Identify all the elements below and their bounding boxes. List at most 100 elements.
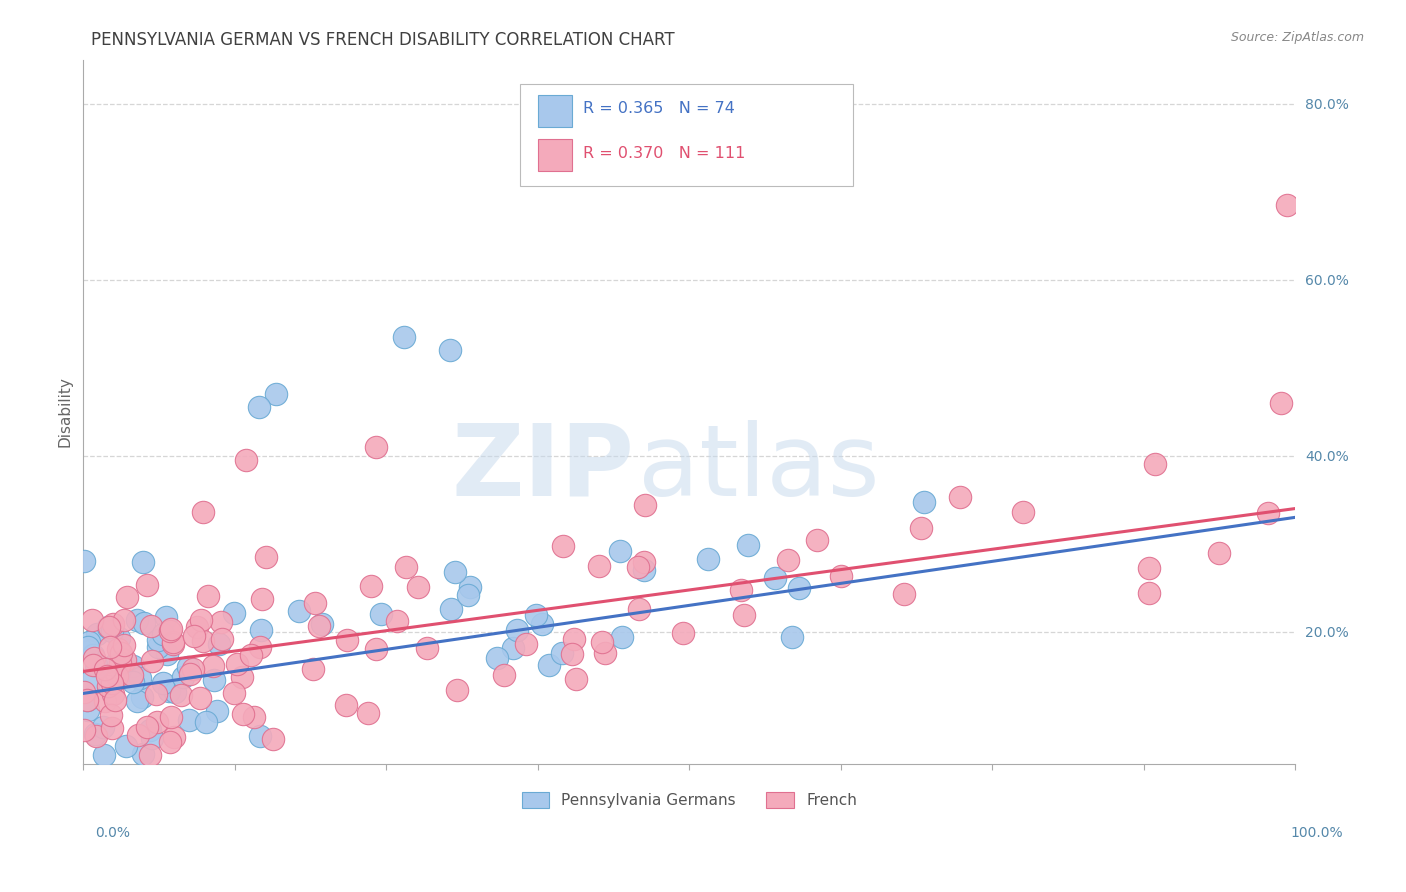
Point	[77, 674, 100, 689]
Legend: Pennsylvania Germans, French: Pennsylvania Germans, French	[513, 785, 865, 816]
Point	[197, 589, 219, 603]
Point	[104, 656, 127, 670]
Point	[562, 632, 585, 646]
Point	[157, 684, 180, 698]
Point	[132, 616, 155, 631]
Point	[457, 588, 479, 602]
Point	[561, 648, 583, 662]
Point	[672, 626, 695, 640]
Point	[763, 571, 786, 585]
Point	[145, 715, 167, 730]
Point	[440, 602, 463, 616]
Point	[634, 498, 657, 512]
Point	[406, 580, 429, 594]
Point	[98, 640, 121, 655]
Point	[776, 553, 799, 567]
Point	[912, 494, 935, 508]
Y-axis label: Disability: Disability	[58, 376, 72, 447]
Point	[610, 630, 633, 644]
Point	[183, 629, 205, 643]
Point	[177, 713, 200, 727]
Point	[730, 582, 752, 597]
Point	[127, 613, 149, 627]
Point	[176, 660, 198, 674]
Point	[1012, 505, 1035, 519]
Point	[96, 669, 118, 683]
Point	[1270, 396, 1292, 410]
Point	[155, 610, 177, 624]
Point	[222, 686, 245, 700]
Point	[627, 602, 650, 616]
Point	[231, 669, 253, 683]
Point	[360, 579, 382, 593]
Point	[152, 627, 174, 641]
Text: R = 0.370   N = 111: R = 0.370 N = 111	[582, 145, 745, 161]
Point	[633, 555, 655, 569]
Point	[86, 658, 108, 673]
Point	[141, 731, 163, 745]
Point	[121, 658, 143, 673]
Point	[211, 632, 233, 646]
Point	[537, 657, 560, 672]
Point	[73, 554, 96, 568]
Point	[139, 619, 162, 633]
Point	[1257, 506, 1279, 520]
Point	[163, 730, 186, 744]
Point	[893, 586, 915, 600]
Point	[100, 707, 122, 722]
Point	[156, 648, 179, 662]
Point	[101, 687, 124, 701]
Point	[335, 698, 357, 712]
FancyBboxPatch shape	[537, 95, 572, 127]
Point	[97, 679, 120, 693]
Point	[110, 646, 132, 660]
Point	[104, 693, 127, 707]
Point	[132, 555, 155, 569]
Point	[240, 648, 263, 662]
Text: 100.0%: 100.0%	[1291, 826, 1343, 840]
Point	[235, 453, 257, 467]
Point	[254, 549, 277, 564]
Point	[145, 687, 167, 701]
Point	[172, 670, 194, 684]
Point	[100, 721, 122, 735]
Point	[94, 662, 117, 676]
Point	[593, 646, 616, 660]
Point	[194, 715, 217, 730]
Point	[592, 634, 614, 648]
Text: Source: ZipAtlas.com: Source: ZipAtlas.com	[1230, 31, 1364, 45]
Point	[370, 607, 392, 622]
Point	[250, 623, 273, 637]
Point	[121, 667, 143, 681]
Point	[249, 640, 271, 655]
Point	[565, 672, 588, 686]
Point	[103, 617, 125, 632]
Point	[211, 615, 233, 630]
Point	[91, 720, 114, 734]
Point	[138, 747, 160, 762]
Point	[201, 658, 224, 673]
Point	[780, 630, 803, 644]
Point	[530, 617, 553, 632]
Point	[395, 560, 418, 574]
Point	[506, 623, 529, 637]
Point	[82, 657, 104, 672]
Point	[308, 619, 330, 633]
Point	[108, 656, 131, 670]
Point	[181, 662, 204, 676]
Point	[170, 688, 193, 702]
Point	[93, 694, 115, 708]
Point	[385, 615, 408, 629]
Point	[1137, 561, 1160, 575]
Point	[136, 578, 159, 592]
Point	[696, 552, 718, 566]
Point	[125, 694, 148, 708]
Point	[446, 682, 468, 697]
Point	[1275, 198, 1298, 212]
Point	[250, 592, 273, 607]
Point	[232, 707, 254, 722]
Point	[73, 685, 96, 699]
Point	[910, 521, 932, 535]
Point	[207, 704, 229, 718]
Point	[84, 727, 107, 741]
